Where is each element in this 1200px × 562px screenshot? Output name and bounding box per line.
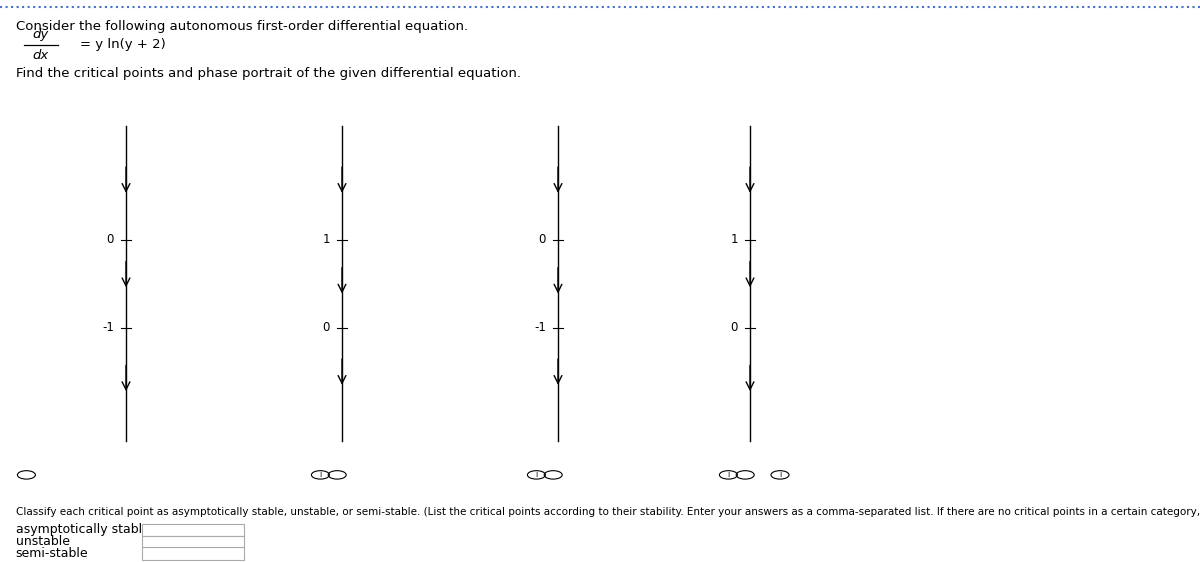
Text: 0: 0 [323, 321, 330, 334]
Text: asymptotically stable: asymptotically stable [16, 523, 150, 537]
Text: 0: 0 [107, 233, 114, 246]
Text: Consider the following autonomous first-order differential equation.: Consider the following autonomous first-… [16, 20, 468, 33]
Text: unstable: unstable [16, 535, 70, 549]
Text: -1: -1 [102, 321, 114, 334]
Text: i: i [779, 470, 781, 479]
Text: -1: -1 [534, 321, 546, 334]
FancyBboxPatch shape [142, 524, 244, 536]
Text: dy: dy [32, 28, 49, 42]
Text: i: i [535, 470, 538, 479]
Text: = y ln(y + 2): = y ln(y + 2) [80, 38, 166, 52]
Text: dx: dx [32, 48, 49, 62]
Text: 1: 1 [731, 233, 738, 246]
Text: i: i [727, 470, 730, 479]
Text: i: i [319, 470, 322, 479]
FancyBboxPatch shape [142, 536, 244, 548]
Text: Classify each critical point as asymptotically stable, unstable, or semi-stable.: Classify each critical point as asymptot… [16, 507, 1200, 517]
Text: 0: 0 [731, 321, 738, 334]
Text: semi-stable: semi-stable [16, 547, 89, 560]
FancyBboxPatch shape [142, 547, 244, 560]
Text: Find the critical points and phase portrait of the given differential equation.: Find the critical points and phase portr… [16, 67, 521, 80]
Text: 1: 1 [323, 233, 330, 246]
Text: 0: 0 [539, 233, 546, 246]
